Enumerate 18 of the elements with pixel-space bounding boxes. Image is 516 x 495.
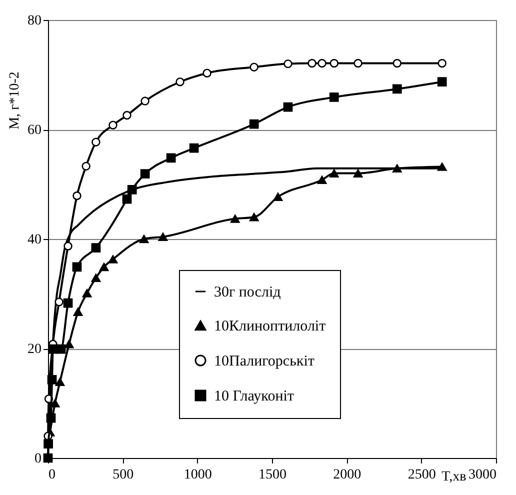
legend-label: 10Палигорськіт	[214, 354, 315, 370]
x-tick-label: 1500	[258, 468, 286, 482]
legend-label: 10 Глауконіт	[214, 388, 294, 404]
x-tick-label: 0	[48, 468, 56, 482]
y-tick-label: 80	[28, 14, 42, 28]
legend-label: 30г послід	[214, 284, 282, 300]
x-tick-label: 2000	[333, 468, 362, 482]
x-tick-label: 500	[112, 468, 134, 482]
legend-label: 10Клиноптилоліт	[214, 318, 326, 334]
x-tick-label: 2500	[408, 468, 436, 482]
x-tick-label: 3000	[468, 468, 496, 482]
y-tick-label: 20	[28, 342, 42, 357]
y-tick-label: 0	[34, 452, 42, 466]
y-tick-label: 40	[28, 232, 42, 248]
x-axis-title: T,хв	[442, 470, 467, 484]
y-axis-title: M, г*10-2	[8, 72, 22, 130]
x-tick-label: 1000	[184, 468, 212, 482]
y-tick-label: 60	[28, 123, 42, 138]
